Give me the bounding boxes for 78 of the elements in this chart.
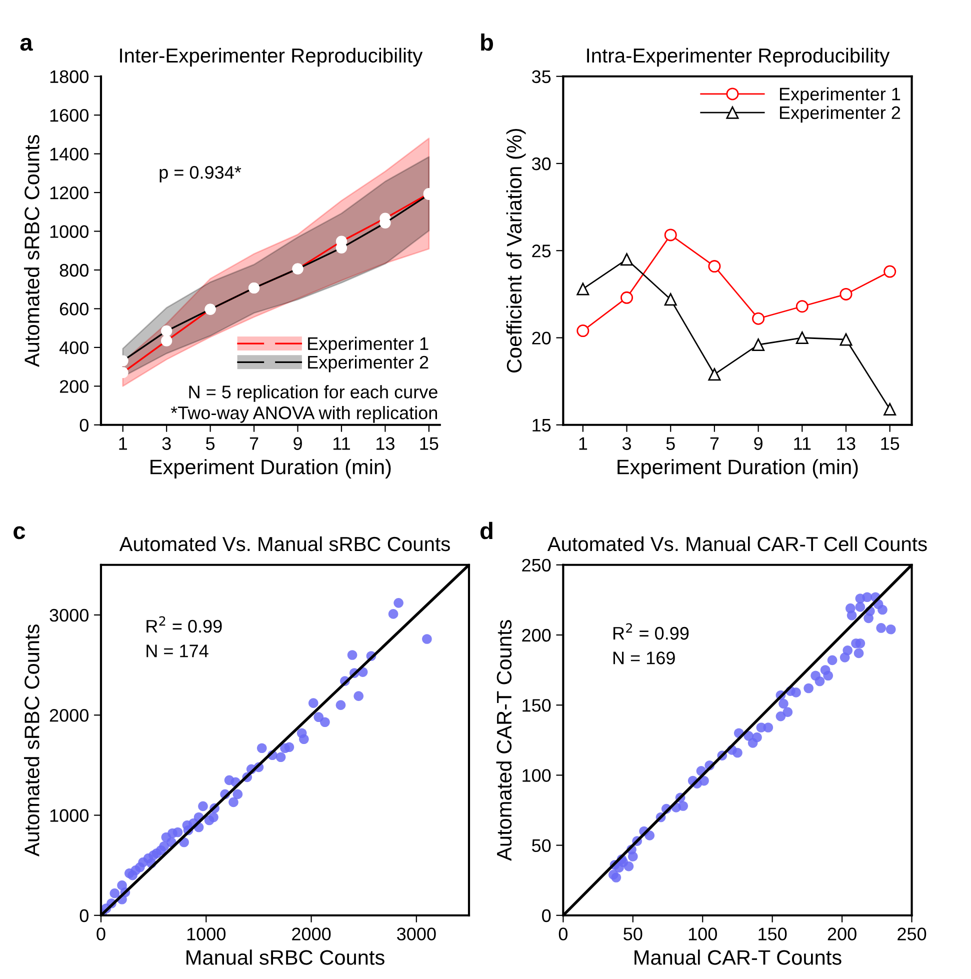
text: a	[20, 38, 33, 51]
y-tick-label: 1400	[50, 148, 88, 161]
x-tick-label: 15	[420, 437, 438, 450]
y-tick-label: 200	[522, 628, 551, 642]
x-tick-label: 13	[376, 437, 394, 450]
y-tick-label: 0	[80, 418, 88, 432]
legend-label: Experimenter 1	[308, 336, 428, 354]
y-tick-label: 3000	[50, 608, 88, 622]
y-tick-label: 50	[532, 839, 551, 852]
annotation: R$^{2}$ = 0.99	[146, 616, 222, 633]
x-tick-label: 11	[333, 437, 350, 450]
y-tick-label: 1000	[50, 225, 88, 238]
x-axis-title: Manual sRBC Counts	[186, 950, 384, 965]
x-tick-label: 3	[162, 437, 171, 450]
x-tick-label: 50	[624, 928, 642, 940]
x-tick-label: 7	[710, 437, 719, 450]
annotation: R$^{2}$ = 0.99	[613, 623, 689, 640]
x-tick-label: 2000	[292, 928, 331, 940]
y-tick-label: 1000	[50, 809, 88, 822]
x-axis-title: Manual CAR-T Counts	[634, 950, 842, 965]
y-tick-label: 0	[80, 909, 88, 922]
x-axis-title: Experiment Duration (min)	[618, 459, 858, 478]
text: c	[14, 526, 26, 540]
text: d	[480, 522, 492, 540]
y-tick-label: 250	[522, 558, 551, 572]
y-tick-label: 15	[532, 419, 551, 432]
y-axis-title: Automated sRBC Counts	[24, 624, 40, 856]
y-tick-label: 1800	[50, 70, 88, 84]
y-tick-label: 600	[60, 302, 88, 316]
x-tick-label: 9	[294, 437, 302, 450]
chart-title: Automated Vs. Manual CAR-T Cell Counts	[547, 536, 927, 552]
y-tick-label: 1600	[50, 109, 88, 122]
annotation: N = 174	[146, 644, 208, 658]
x-tick-label: 0	[96, 928, 106, 940]
text: b	[481, 33, 493, 51]
y-tick-label: 30	[532, 157, 551, 170]
x-tick-label: 11	[794, 437, 811, 450]
y-tick-label: 2000	[50, 709, 88, 722]
x-tick-label: 3000	[397, 928, 436, 940]
chart-title: Automated Vs. Manual sRBC Counts	[119, 536, 450, 552]
x-tick-label: 15	[881, 437, 900, 450]
annotation: p = 0.934*	[160, 166, 242, 182]
x-tick-label: 150	[758, 928, 787, 940]
y-tick-label: 150	[522, 699, 551, 712]
annotation: N = 5 replication for each curve	[189, 385, 438, 402]
y-tick-label: 100	[522, 769, 551, 782]
annotation: N = 169	[613, 652, 675, 664]
y-tick-label: 800	[60, 264, 88, 277]
y-tick-label: 20	[532, 332, 551, 344]
annotation: *Two-way ANOVA with replication	[170, 406, 438, 423]
x-tick-label: 100	[688, 928, 717, 940]
legend-label: Experimenter 2	[780, 106, 900, 123]
y-axis-title: Coefficient of Variation (%)	[506, 128, 526, 373]
chart-title: Inter-Experimenter Reproducibility	[120, 48, 423, 67]
x-tick-label: 5	[666, 437, 675, 450]
x-tick-label: 3	[622, 437, 631, 450]
x-tick-label: 1	[119, 437, 127, 450]
chart-title: Intra-Experimenter Reproducibility	[587, 48, 890, 67]
x-tick-label: 7	[250, 437, 258, 450]
y-tick-label: 1200	[50, 186, 88, 200]
x-tick-label: 1000	[187, 928, 226, 940]
y-tick-label: 400	[59, 341, 88, 354]
y-tick-label: 35	[532, 70, 551, 84]
y-tick-label: 0	[542, 909, 551, 922]
x-tick-label: 200	[828, 928, 856, 940]
y-axis-title: Automated CAR-T Counts	[496, 620, 512, 861]
x-tick-label: 0	[558, 928, 568, 940]
legend-label: Experimenter 2	[308, 355, 428, 372]
x-tick-label: 250	[898, 928, 926, 940]
x-axis-title: Experiment Duration (min)	[150, 459, 391, 478]
x-tick-label: 5	[206, 437, 215, 450]
y-axis-title: Automated sRBC Counts	[24, 134, 40, 367]
y-tick-label: 25	[532, 244, 551, 258]
x-tick-label: 13	[837, 437, 856, 450]
legend-label: Experimenter 1	[780, 87, 900, 104]
x-tick-label: 1	[579, 437, 588, 450]
y-tick-label: 200	[60, 380, 88, 393]
x-tick-label: 9	[754, 437, 762, 450]
